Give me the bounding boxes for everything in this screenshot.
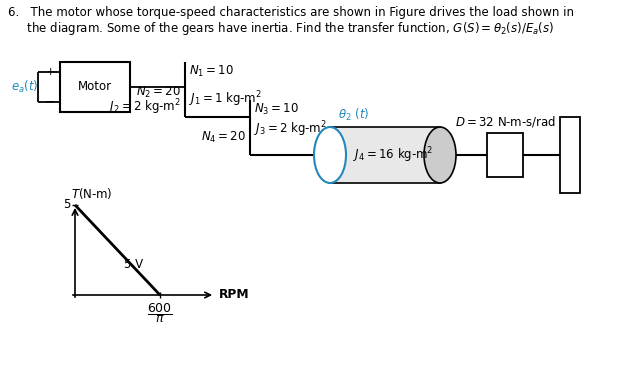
Text: $J_4 = 16$ kg-m$^2$: $J_4 = 16$ kg-m$^2$ xyxy=(353,145,433,165)
Text: Motor: Motor xyxy=(78,80,112,93)
Text: 5: 5 xyxy=(62,199,70,212)
Bar xyxy=(560,117,580,193)
Bar xyxy=(487,133,523,177)
Text: 6.   The motor whose torque-speed characteristics are shown in Figure drives the: 6. The motor whose torque-speed characte… xyxy=(8,6,574,19)
Ellipse shape xyxy=(424,127,456,183)
Text: $N_2 = 20$: $N_2 = 20$ xyxy=(136,85,181,100)
Text: $N_4 = 20$: $N_4 = 20$ xyxy=(201,130,246,145)
Text: RPM: RPM xyxy=(219,289,250,301)
Text: the diagram. Some of the gears have inertia. Find the transfer function, $G(S) =: the diagram. Some of the gears have iner… xyxy=(8,20,554,37)
Text: −: − xyxy=(45,96,55,109)
Bar xyxy=(330,127,440,183)
Text: 5 V: 5 V xyxy=(124,258,143,271)
Text: $J_1 = 1$ kg-m$^2$: $J_1 = 1$ kg-m$^2$ xyxy=(189,89,262,109)
Text: $J_3 = 2$ kg-m$^2$: $J_3 = 2$ kg-m$^2$ xyxy=(254,119,327,139)
Ellipse shape xyxy=(314,127,346,183)
Text: $N_1 = 10$: $N_1 = 10$ xyxy=(189,64,234,79)
Text: $\theta_2$ $(t)$: $\theta_2$ $(t)$ xyxy=(338,107,369,123)
Text: $\dfrac{600}{\pi}$: $\dfrac{600}{\pi}$ xyxy=(147,301,173,325)
Text: $D = 32$ N-m-s/rad: $D = 32$ N-m-s/rad xyxy=(455,114,555,129)
Text: $T$(N-m): $T$(N-m) xyxy=(71,186,113,201)
Bar xyxy=(60,62,130,112)
Text: $J_2 = 2$ kg-m$^2$: $J_2 = 2$ kg-m$^2$ xyxy=(108,97,181,116)
Text: $e_a(t)$: $e_a(t)$ xyxy=(11,79,38,95)
Text: $N_3 = 10$: $N_3 = 10$ xyxy=(254,102,299,117)
Text: +: + xyxy=(46,67,55,77)
